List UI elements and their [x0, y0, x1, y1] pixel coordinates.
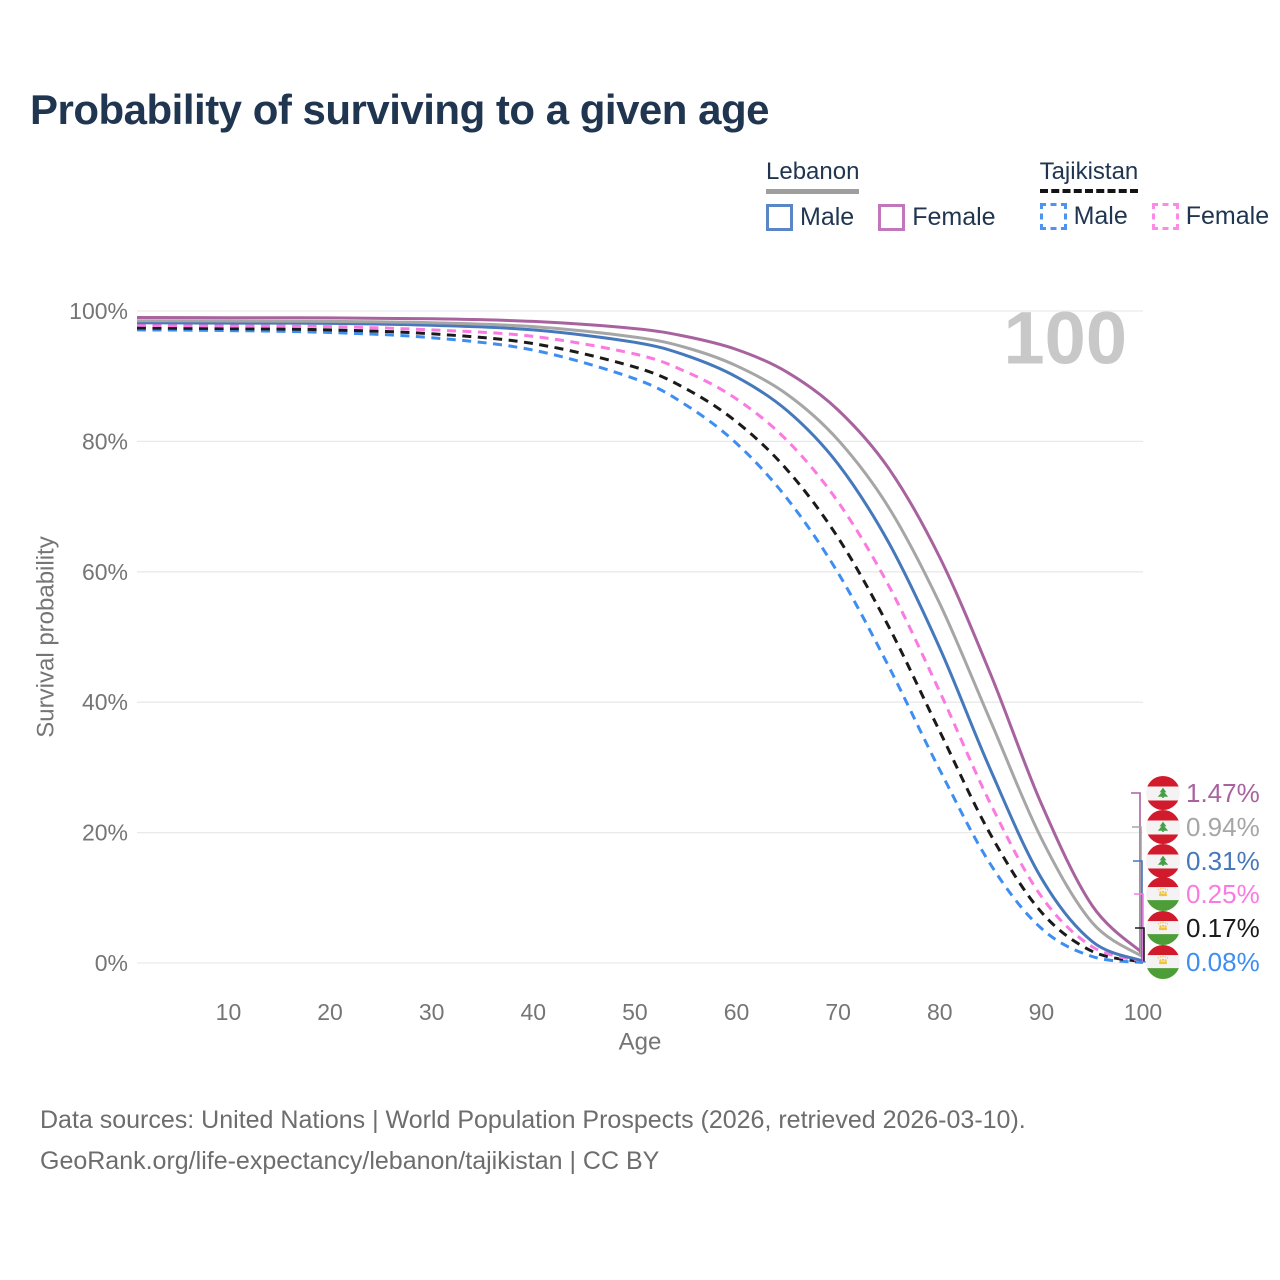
legend-title-lebanon: Lebanon: [766, 158, 860, 194]
y-tick-label: 100%: [69, 298, 128, 324]
solid-line-swatch-icon: [878, 204, 906, 231]
leader-line: [1132, 826, 1142, 957]
lebanon-flag-icon: [1146, 810, 1180, 844]
series-end-label: 0.25%: [1186, 879, 1260, 909]
dashed-line-swatch-icon: [1151, 203, 1179, 230]
x-tick-label: 90: [1029, 999, 1055, 1025]
x-tick-label: 10: [216, 999, 242, 1025]
series-end-label: 0.17%: [1186, 913, 1260, 943]
page-title: Probability of surviving to a given age: [30, 86, 769, 133]
curve-tajikistan-female[interactable]: [136, 323, 1144, 963]
leader-line: [1135, 927, 1145, 962]
tajikistan-flag-icon: [1146, 911, 1180, 945]
x-tick-label: 80: [927, 999, 953, 1025]
x-tick-label: 70: [825, 999, 851, 1025]
dashed-line-swatch-icon: [1039, 203, 1067, 230]
cedar-tree-icon: [1157, 855, 1169, 865]
x-tick-label: 50: [622, 999, 648, 1025]
x-tick-label: 30: [419, 999, 445, 1025]
leader-line: [1131, 792, 1141, 954]
footer-sources-line: Data sources: United Nations | World Pop…: [40, 1106, 1026, 1134]
crown-icon: [1159, 893, 1167, 897]
x-tick-label: 60: [724, 999, 750, 1025]
y-tick-label: 20%: [82, 820, 128, 846]
x-tick-label: 20: [317, 999, 343, 1025]
crown-icon: [1159, 927, 1167, 931]
y-tick-label: 80%: [82, 428, 128, 454]
lebanon-flag-icon: [1146, 844, 1180, 878]
curve-lebanon-male[interactable]: [136, 321, 1144, 963]
series-end-label: 0.94%: [1186, 812, 1260, 842]
tajikistan-flag-icon: [1146, 877, 1180, 911]
series-end-label: 1.47%: [1186, 778, 1260, 808]
legend-item-label: Female: [912, 203, 996, 231]
leader-line: [1136, 961, 1146, 963]
solid-line-swatch-icon: [766, 204, 793, 231]
crown-icon: [1159, 961, 1167, 965]
legend-item-tajikistan-female[interactable]: Female: [1151, 202, 1270, 231]
legend-group-lebanon: Lebanon Male Female: [766, 158, 996, 232]
footer-url-line: GeoRank.org/life-expectancy/lebanon/taji…: [40, 1147, 660, 1175]
legend-item-lebanon-female[interactable]: Female: [878, 203, 996, 232]
cedar-tree-icon: [1157, 821, 1169, 831]
x-tick-label: 40: [521, 999, 547, 1025]
legend-item-lebanon-male[interactable]: Male: [766, 203, 854, 232]
curve-tajikistan-male[interactable]: [136, 328, 1144, 964]
legend-item-label: Male: [800, 203, 855, 231]
legend-item-label: Female: [1185, 202, 1270, 230]
y-axis-title: Survival probability: [33, 536, 60, 737]
y-tick-label: 0%: [95, 950, 128, 976]
tajikistan-flag-icon: [1146, 945, 1180, 979]
series-end-label: 0.08%: [1186, 947, 1260, 977]
legend: Lebanon Male Female Tajikistan Male Fema…: [766, 158, 1269, 232]
y-tick-label: 40%: [82, 689, 128, 715]
hover-age-watermark: 100: [1004, 297, 1127, 380]
leader-line: [1134, 893, 1144, 962]
lebanon-flag-icon: [1146, 776, 1180, 810]
legend-item-tajikistan-male[interactable]: Male: [1039, 202, 1128, 231]
x-axis-title: Age: [619, 1029, 662, 1056]
legend-item-label: Male: [1073, 202, 1128, 230]
cedar-tree-icon: [1157, 787, 1169, 797]
series-end-label: 0.31%: [1186, 846, 1260, 876]
footer: Data sources: United Nations | World Pop…: [40, 1100, 1026, 1182]
curve-lebanon-both[interactable]: [136, 319, 1144, 959]
legend-title-tajikistan: Tajikistan: [1039, 158, 1139, 193]
y-tick-label: 60%: [82, 559, 128, 585]
x-tick-label: 100: [1124, 999, 1162, 1025]
legend-group-tajikistan: Tajikistan Male Female: [1039, 158, 1270, 232]
curve-lebanon-female[interactable]: [136, 316, 1145, 955]
